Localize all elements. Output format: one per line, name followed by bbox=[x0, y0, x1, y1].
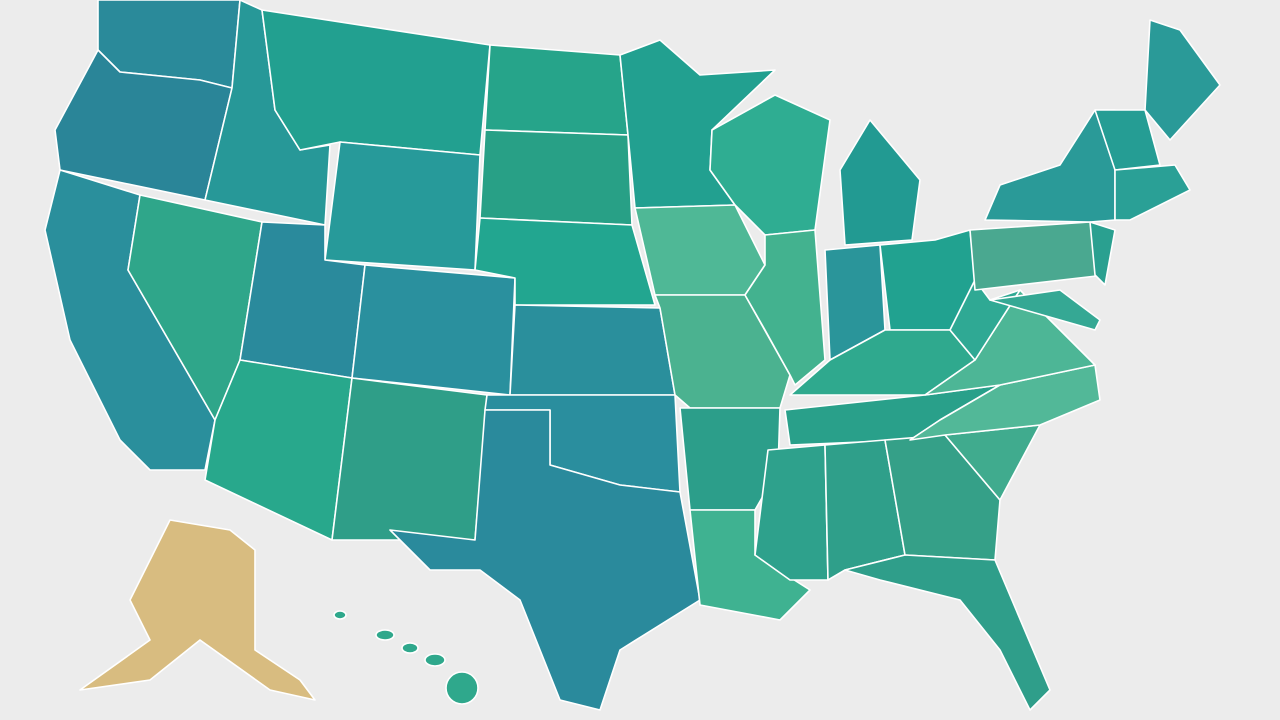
island bbox=[424, 653, 446, 667]
state bbox=[479, 129, 633, 226]
state bbox=[754, 444, 829, 581]
state bbox=[389, 409, 701, 711]
state bbox=[839, 119, 921, 246]
state bbox=[1089, 221, 1116, 286]
state bbox=[351, 264, 516, 396]
state bbox=[324, 141, 481, 271]
island bbox=[375, 629, 395, 641]
island bbox=[401, 642, 419, 654]
state bbox=[1094, 109, 1161, 171]
state bbox=[909, 364, 1101, 441]
state bbox=[509, 304, 676, 396]
island bbox=[333, 610, 347, 620]
state bbox=[79, 519, 316, 701]
states bbox=[44, 0, 1221, 711]
state bbox=[484, 44, 629, 136]
state bbox=[331, 377, 488, 541]
state bbox=[1144, 19, 1221, 141]
island bbox=[445, 671, 479, 705]
state bbox=[989, 289, 1101, 331]
state bbox=[689, 509, 811, 621]
state bbox=[1114, 164, 1191, 221]
state bbox=[744, 229, 826, 386]
state bbox=[204, 359, 353, 541]
state bbox=[844, 554, 1051, 711]
